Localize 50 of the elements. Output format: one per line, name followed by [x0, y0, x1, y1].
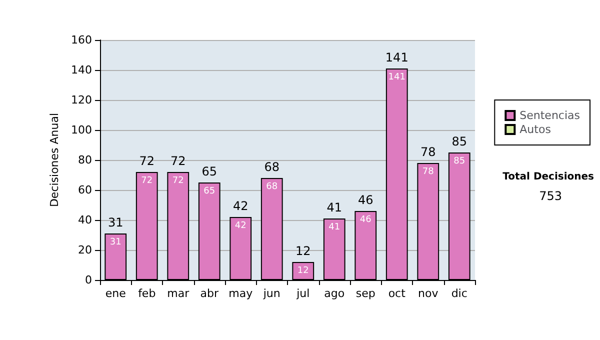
- annotation: 42: [232, 199, 248, 213]
- data-label: 68: [266, 182, 278, 192]
- annotation: 85: [452, 134, 468, 148]
- annotation: 68: [264, 160, 280, 174]
- x-tick-label: abr: [200, 287, 219, 300]
- data-label: 65: [204, 186, 216, 196]
- x-tick-label: sep: [356, 287, 376, 300]
- annotation: 141: [385, 50, 408, 64]
- annotation: 72: [170, 154, 186, 168]
- x-tick-label: feb: [138, 287, 156, 300]
- y-tick-label: 60: [78, 184, 92, 196]
- x-tick-label: jun: [262, 287, 280, 300]
- y-tick-label: 20: [78, 244, 92, 256]
- legend-label: Autos: [520, 123, 552, 136]
- y-tick-label: 120: [71, 94, 92, 106]
- x-tick-label: ago: [324, 287, 345, 300]
- annotation: 65: [202, 164, 218, 178]
- x-tick-label: jul: [296, 287, 310, 300]
- data-label: 72: [141, 176, 153, 186]
- text: Total Decisiones: [502, 172, 594, 182]
- y-tick-label: 80: [78, 154, 92, 166]
- data-label: 41: [328, 222, 340, 232]
- annotation: 12: [295, 244, 311, 258]
- y-tick-label: 100: [71, 124, 92, 136]
- data-label: 141: [388, 72, 406, 82]
- data-label: 78: [422, 167, 434, 177]
- text: 753: [539, 189, 562, 203]
- x-tick-label: dic: [451, 287, 468, 300]
- data-label: 42: [234, 221, 246, 231]
- y-tick-label: 0: [85, 274, 92, 286]
- data-label: 72: [172, 176, 184, 186]
- data-label: 31: [110, 238, 122, 248]
- y-tick-label: 140: [71, 64, 92, 76]
- x-tick-label: may: [228, 287, 254, 300]
- annotation: 41: [326, 200, 342, 214]
- x-tick-label: mar: [167, 287, 190, 300]
- legend-label: Sentencias: [520, 109, 580, 122]
- x-tick-label: nov: [418, 287, 439, 300]
- annotation: 78: [420, 145, 436, 159]
- annotation: 31: [108, 216, 124, 230]
- annotation: 72: [139, 154, 155, 168]
- annotation: 46: [358, 193, 374, 207]
- data-label: 46: [360, 215, 372, 225]
- data-label: 12: [297, 266, 309, 276]
- y-axis-title: Decisiones Anual: [48, 112, 62, 208]
- x-tick-label: ene: [105, 287, 126, 300]
- x-tick-label: oct: [388, 287, 406, 300]
- data-label: 85: [454, 156, 466, 166]
- y-tick-label: 160: [71, 34, 92, 46]
- y-tick-label: 40: [78, 214, 92, 226]
